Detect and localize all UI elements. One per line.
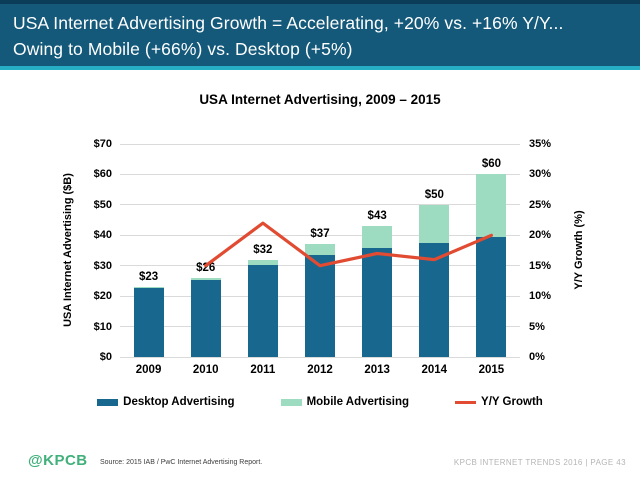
growth-line-chart: [204, 221, 493, 268]
mobile-bar-segment: [419, 204, 450, 243]
right-axis-tick: 5%: [529, 320, 545, 333]
left-axis-tick: $70: [93, 138, 112, 150]
x-axis-label: 2009: [135, 364, 162, 376]
mobile-bar-segment: [476, 174, 507, 238]
left-axis-tick: $20: [93, 290, 112, 303]
bar-total-label: $32: [253, 243, 273, 256]
x-axis-label: 2012: [307, 364, 333, 376]
left-axis-tick: $0: [99, 351, 112, 363]
chart-title: USA Internet Advertising, 2009 – 2015: [199, 92, 441, 107]
legend-label: Mobile Advertising: [306, 396, 410, 408]
chart-legend: Desktop Advertising Mobile Advertising Y/Y…: [0, 396, 640, 408]
legend-item-desktop-advertising: Desktop Advertising: [97, 396, 235, 408]
x-axis-label: 2015: [478, 364, 505, 376]
right-axis-tick: 20%: [529, 229, 552, 242]
mobile-bar-segment: [133, 287, 164, 288]
desktop-bar-segment: [362, 247, 393, 357]
source-note: Source: 2015 IAB / PwC Internet Advertis…: [100, 459, 263, 466]
teal-divider: [0, 66, 640, 70]
left-axis-tick: $30: [93, 259, 112, 272]
left-axis-tick: $50: [93, 198, 112, 211]
left-axis-tick: $10: [93, 320, 112, 333]
left-axis-title: USA Internet Advertising ($B): [62, 173, 74, 327]
x-axis-label: 2011: [250, 364, 276, 376]
slide-title-line1: USA Internet Advertising Growth = Accele…: [13, 13, 564, 33]
desktop-bar-segment: [476, 237, 507, 357]
desktop-bar-segment: [305, 254, 335, 357]
right-axis-tick: 35%: [529, 138, 552, 150]
legend-item-mobile-advertising: Mobile Advertising: [280, 396, 410, 408]
bar-total-label: $26: [196, 261, 216, 274]
right-axis-tick: 25%: [529, 198, 552, 211]
slide-header-banner: USA Internet Advertising Growth = Accele…: [0, 0, 640, 66]
bar-total-label: $23: [138, 271, 159, 284]
bar-total-label: $37: [310, 228, 330, 241]
desktop-bar-segment: [247, 264, 278, 357]
gridline: [120, 234, 520, 236]
kpcb-logo: @KPCB: [28, 452, 88, 469]
legend-bar-swatch-icon: [97, 398, 119, 406]
x-axis-label: 2010: [192, 364, 219, 376]
gridline: [120, 143, 520, 145]
desktop-bar-segment: [190, 279, 221, 357]
desktop-bar-segment: [133, 287, 164, 357]
legend-bar-swatch-icon: [280, 398, 302, 406]
gridline: [120, 173, 520, 175]
slide-title-line2: Owing to Mobile (+66%) vs. Desktop (+5%): [13, 39, 353, 59]
gridline: [120, 204, 520, 206]
left-axis-tick: $40: [93, 229, 112, 242]
mobile-bar-segment: [190, 277, 221, 280]
legend-label: Y/Y Growth: [481, 396, 543, 408]
bar-total-label: $43: [367, 210, 387, 223]
desktop-bar-segment: [419, 242, 450, 357]
gridline: [120, 356, 520, 358]
x-axis-label: 2014: [421, 364, 448, 376]
legend-label: Desktop Advertising: [123, 396, 235, 408]
growth-line: [204, 221, 493, 268]
bar-total-label: $60: [481, 158, 502, 171]
chart-section: USA Internet Advertising, 2009 – 2015 US…: [0, 70, 640, 455]
right-axis-title: Y/Y Growth (%): [573, 210, 585, 290]
bar-total-label: $50: [424, 188, 444, 201]
right-axis-tick: 0%: [529, 351, 545, 363]
mobile-bar-segment: [305, 244, 335, 255]
page-footer-text: KPCB INTERNET TRENDS 2016 | PAGE 43: [453, 458, 626, 467]
mobile-bar-segment: [362, 226, 393, 248]
mobile-bar-segment: [247, 259, 278, 265]
legend-line-swatch-icon: [455, 400, 477, 404]
right-axis-tick: 30%: [529, 168, 552, 181]
plot-area: $0 0% $10 5% $20 10% $30 15% $40 20% $50 25% $60 30% $…: [94, 138, 551, 376]
right-axis-tick: 10%: [529, 290, 552, 303]
x-axis-label: 2013: [364, 364, 390, 376]
left-axis-tick: $60: [93, 168, 112, 181]
legend-item-y-y-growth: Y/Y Growth: [455, 396, 543, 408]
right-axis-tick: 15%: [529, 259, 552, 272]
